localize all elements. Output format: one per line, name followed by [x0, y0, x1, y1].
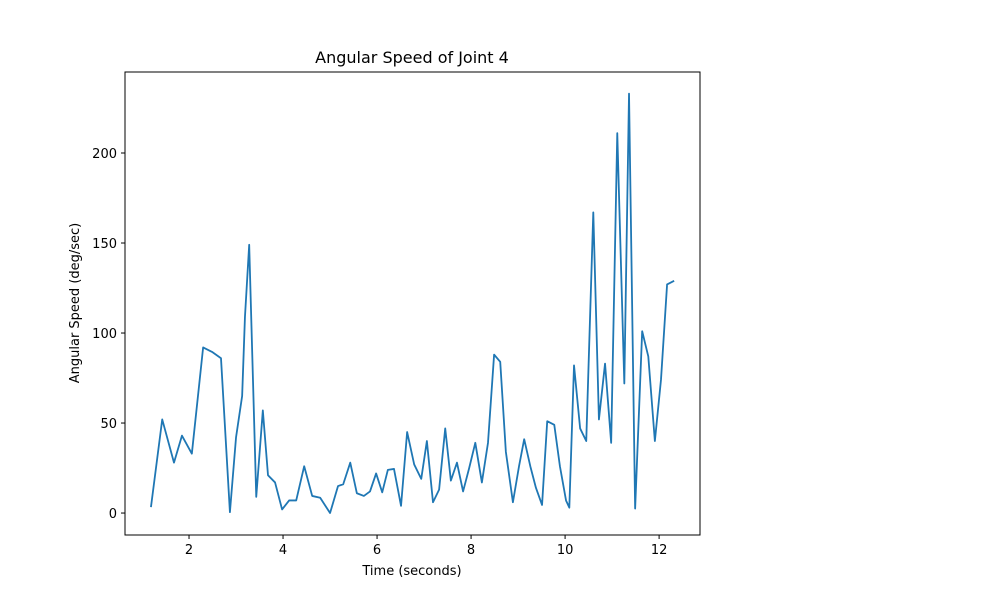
x-tick-label: 4 — [279, 543, 287, 558]
y-tick-label: 100 — [92, 327, 117, 342]
chart-title: Angular Speed of Joint 4 — [315, 48, 509, 67]
y-tick-label: 0 — [109, 507, 117, 522]
x-tick-label: 6 — [373, 543, 381, 558]
x-axis-label: Time (seconds) — [361, 564, 461, 579]
plot-frame — [124, 71, 701, 536]
x-tick-label: 8 — [467, 543, 475, 558]
x-tick-label: 10 — [557, 543, 574, 558]
y-axis-label: Angular Speed (deg/sec) — [68, 223, 83, 384]
y-tick-label: 50 — [100, 417, 117, 432]
y-tick-label: 150 — [92, 237, 117, 252]
x-tick-label: 12 — [651, 543, 668, 558]
x-tick-label: 2 — [185, 543, 193, 558]
data-line — [150, 92, 675, 514]
y-tick-label: 200 — [92, 147, 117, 162]
